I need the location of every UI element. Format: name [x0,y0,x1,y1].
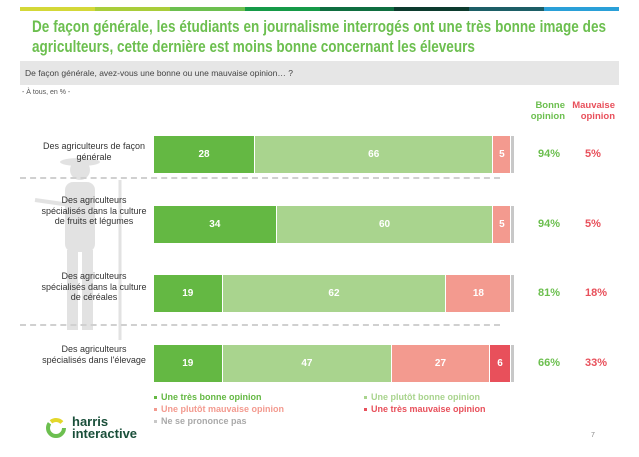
bar-segment-no-answer [511,206,515,243]
bar-segment-very-good: 34 [154,206,277,243]
legend-swatch [364,408,367,412]
color-stripe [20,7,619,11]
bar-segment-rather-good: 47 [222,345,393,382]
stripe-segment [469,7,545,11]
row-label: Des agriculteurs spécialisés dans la cul… [41,271,147,302]
legend-item: Une plutôt mauvaise opinion [154,404,284,416]
legend-swatch [364,396,367,400]
stripe-segment [244,7,320,11]
bar-segment-no-answer [511,136,515,173]
logo-text: harris [72,414,109,429]
logo-text: interactive [72,426,138,441]
stacked-bar: 19 62 18 [154,275,520,312]
bar-segment-rather-bad: 18 [446,275,512,312]
stripe-segment [544,7,619,11]
bad-opinion-total: 5% [585,148,601,160]
stripe-segment [94,7,170,11]
bar-segment-rather-good: 62 [222,275,447,312]
bar-segment-rather-bad: 5 [493,206,512,243]
good-opinion-total: 94% [538,148,561,160]
bar-segment-very-good: 19 [154,345,223,382]
legend-swatch [154,396,157,400]
bar-segment-rather-good: 66 [255,136,494,173]
legend-item: Une très bonne opinion [154,392,262,404]
legend-label: Une plutôt bonne opinion [371,392,480,402]
bar-segment-rather-good: 60 [276,206,494,243]
legend-swatch [154,420,157,424]
legend-item: Une très mauvaise opinion [364,404,486,416]
row-label: Des agriculteurs spécialisés dans la cul… [41,195,147,226]
legend-item: Une plutôt bonne opinion [364,392,480,404]
stripe-segment [394,7,470,11]
row-label: Des agriculteurs de façon générale [42,141,146,162]
logo-icon [46,418,66,438]
divider [20,324,500,326]
bar-segment-rather-bad: 5 [493,136,512,173]
row-label: Des agriculteurs spécialisés dans l'élev… [42,344,146,365]
bad-opinion-total: 5% [585,218,601,230]
bar-segment-rather-bad: 27 [392,345,490,382]
base-note: - À tous, en % - [22,89,71,96]
bar-segment-very-good: 28 [154,136,256,173]
good-opinion-header: Bonne opinion [530,100,565,122]
legend-label: Une plutôt mauvaise opinion [161,404,285,414]
farmer-silhouette-icon [34,158,122,340]
slide-title: De façon générale, les étudiants en jour… [32,18,606,56]
legend-label: Une très bonne opinion [161,392,262,402]
bar-segment-very-bad: 6 [489,345,512,382]
bad-opinion-total: 33% [585,357,608,369]
bar-segment-very-good: 19 [154,275,223,312]
divider [20,177,500,179]
good-opinion-total: 94% [538,218,561,230]
bad-opinion-header: Mauvaise opinion [572,100,615,122]
legend-swatch [154,408,157,412]
bad-opinion-total: 18% [585,287,608,299]
good-opinion-total: 81% [538,287,561,299]
legend-label: Ne se prononce pas [161,416,247,426]
stacked-bar: 34 60 5 [154,206,520,243]
harris-interactive-logo: harris interactive [45,414,138,441]
stripe-segment [319,7,395,11]
legend-item: Ne se prononce pas [154,416,247,428]
stripe-segment [20,7,95,11]
question-band: De façon générale, avez-vous une bonne o… [20,61,619,85]
bar-segment-no-answer [511,345,515,382]
bar-segment-no-answer [511,275,515,312]
page-number: 7 [591,432,595,439]
good-opinion-total: 66% [538,357,561,369]
legend-label: Une très mauvaise opinion [371,404,486,414]
stacked-bar: 28 66 5 [154,136,520,173]
stripe-segment [169,7,245,11]
stacked-bar: 19 47 27 6 [154,345,520,382]
